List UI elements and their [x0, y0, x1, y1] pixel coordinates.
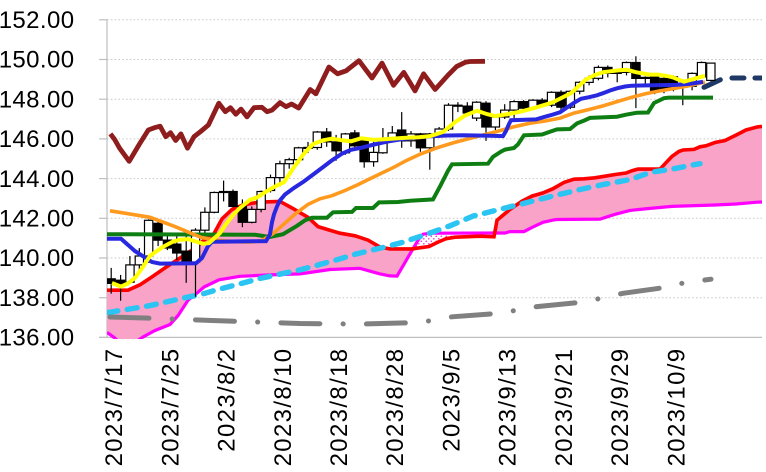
svg-text:2023/9/13: 2023/9/13 — [495, 348, 522, 467]
svg-text:150.00: 150.00 — [0, 47, 75, 74]
svg-text:2023/8/10: 2023/8/10 — [270, 348, 297, 467]
svg-text:142.00: 142.00 — [0, 206, 75, 233]
svg-text:2023/8/28: 2023/8/28 — [382, 348, 409, 467]
svg-text:2023/7/25: 2023/7/25 — [157, 348, 184, 467]
svg-text:144.00: 144.00 — [0, 166, 75, 193]
svg-text:146.00: 146.00 — [0, 126, 75, 153]
svg-text:152.00: 152.00 — [0, 7, 75, 34]
svg-text:2023/10/9: 2023/10/9 — [663, 348, 690, 467]
svg-text:148.00: 148.00 — [0, 86, 75, 113]
svg-text:2023/8/18: 2023/8/18 — [326, 348, 353, 467]
svg-text:136.00: 136.00 — [0, 325, 75, 352]
svg-text:2023/9/29: 2023/9/29 — [607, 348, 634, 467]
svg-text:2023/9/21: 2023/9/21 — [551, 348, 578, 467]
svg-text:2023/9/5: 2023/9/5 — [438, 348, 465, 452]
svg-text:2023/7/17: 2023/7/17 — [101, 348, 128, 467]
svg-text:2023/8/2: 2023/8/2 — [214, 348, 241, 452]
svg-text:140.00: 140.00 — [0, 245, 75, 272]
svg-text:138.00: 138.00 — [0, 285, 75, 312]
